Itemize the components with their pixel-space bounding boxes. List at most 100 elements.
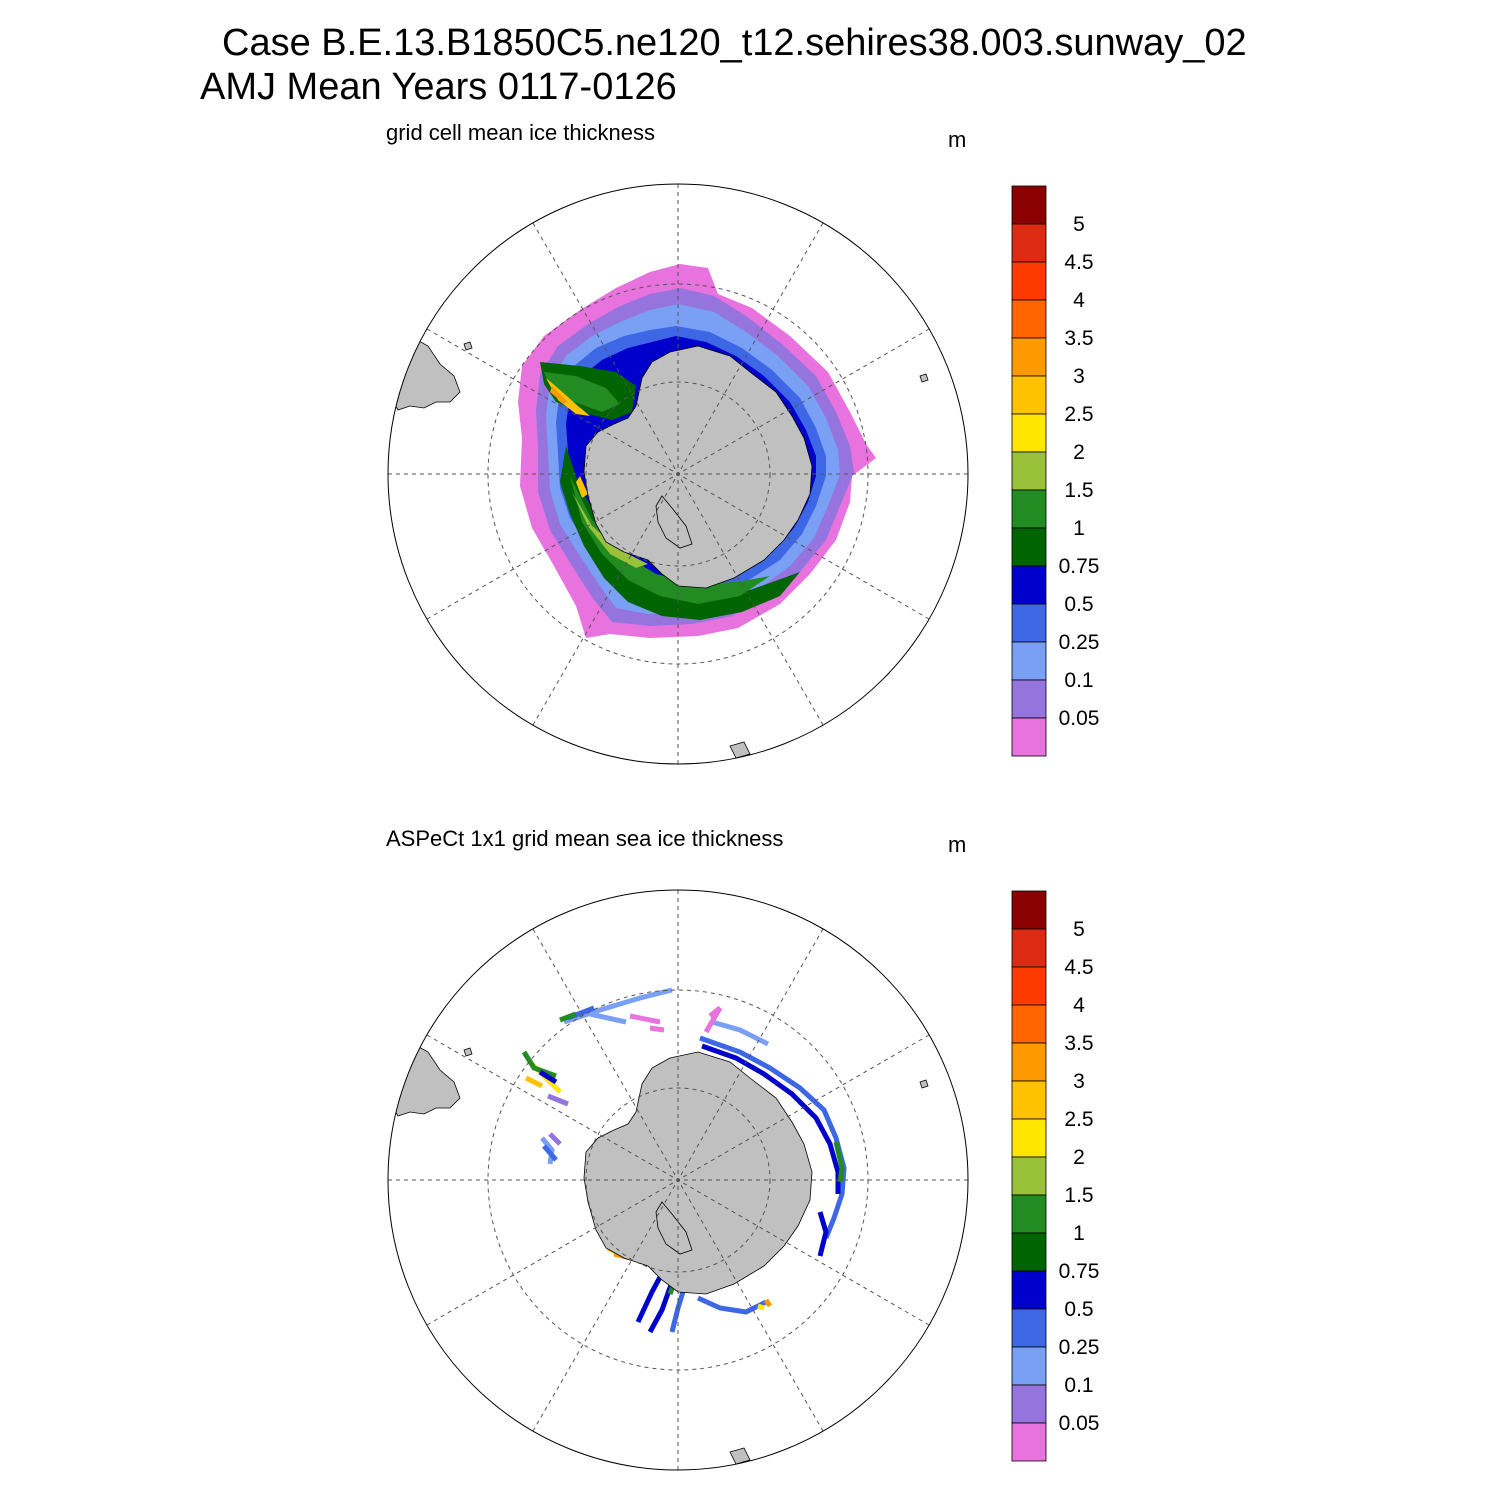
small-island [463,341,473,351]
colorbar-tick-label: 0.5 [1064,593,1093,616]
antarctica-landmass [583,345,813,589]
colorbar-tick-label: 3 [1073,1070,1085,1093]
small-island [463,1047,473,1057]
ship-track [524,1075,544,1089]
colorbar-swatch [1011,1422,1047,1462]
colorbar-swatch [1011,966,1047,1006]
colorbar-tick-label: 0.75 [1059,1260,1100,1283]
colorbar-swatch [1011,489,1047,529]
ship-track [629,1013,661,1025]
colorbar-swatch [1011,527,1047,567]
colorbar-tick-label: 2 [1073,441,1085,464]
panel-1-graticule [388,184,968,764]
small-island [729,1447,751,1465]
panel-1-colorbar: 5 4.5 4 3.5 3 2.5 2 1.5 1 0.75 0.5 0.25 0.1 0.05 [1011,185,1100,757]
colorbar-tick-label: 4.5 [1064,251,1093,274]
ice-contour-3 [550,386,568,404]
ship-track [833,1141,845,1183]
small-island [919,373,929,383]
colorbar-tick-label: 2.5 [1064,1108,1093,1131]
south-america-landmass [389,1041,461,1117]
colorbar-swatch [1011,413,1047,453]
colorbar-tick-label: 5 [1073,918,1085,941]
colorbar-tick-label: 0.5 [1064,1298,1093,1321]
colorbar-swatch [1011,603,1047,643]
ship-track [521,1050,557,1079]
colorbar-tick-label: 1.5 [1064,1184,1093,1207]
colorbar-tick-label: 0.05 [1059,1412,1100,1435]
colorbar-tick-label: 3 [1073,365,1085,388]
colorbar-swatch [1011,1232,1047,1272]
ship-track [696,1295,768,1315]
colorbar-swatch [1011,1118,1047,1158]
panel-1-units: m [948,127,967,152]
colorbar-tick-label: 4 [1073,289,1085,312]
ship-track [589,1011,627,1025]
colorbar-swatch [1011,679,1047,719]
colorbar-swatch [1011,717,1047,757]
ship-track [547,1093,569,1107]
figure-title-line-1: Case B.E.13.B1850C5.ne120_t12.sehires38.… [222,22,1247,64]
ship-track [540,1136,555,1165]
ship-track [542,1144,558,1162]
ship-track [757,1303,765,1311]
panel-2-title: ASPeCt 1x1 grid mean sea ice thickness [386,826,784,851]
panel-1-continents [389,335,929,759]
figure-title-line-2: AMJ Mean Years 0117-0126 [200,66,677,108]
small-island [729,741,751,759]
ship-track [703,1006,723,1034]
colorbar-swatch [1011,223,1047,263]
panel-2-colorbar: 5 4.5 4 3.5 3 2.5 2 1.5 1 0.75 0.5 0.25 0.1 0.05 [1011,890,1100,1462]
colorbar-tick-label: 1.5 [1064,479,1093,502]
small-island [919,1079,929,1089]
colorbar-swatch [1011,337,1047,377]
colorbar-tick-label: 2.5 [1064,403,1093,426]
panel-2-graticule [388,890,968,1470]
colorbar-tick-label: 3.5 [1064,327,1093,350]
panel-2-units: m [948,832,967,857]
ship-track [701,1043,841,1194]
colorbar-swatch [1011,1270,1047,1310]
ship-track [817,1211,829,1257]
colorbar-swatch [1011,890,1047,930]
colorbar-swatch [1011,185,1047,225]
colorbar-swatch [1011,1308,1047,1348]
colorbar-tick-label: 4 [1073,994,1085,1017]
colorbar-swatch [1011,451,1047,491]
antarctica-landmass [583,1051,813,1295]
colorbar-tick-label: 1 [1073,1222,1085,1245]
colorbar-swatch [1011,1080,1047,1120]
ship-track [538,1069,558,1085]
colorbar-swatch [1011,641,1047,681]
colorbar-tick-label: 4.5 [1064,956,1093,979]
colorbar-swatch [1011,1384,1047,1424]
ship-track [699,1035,847,1239]
colorbar-tick-label: 0.75 [1059,555,1100,578]
colorbar-tick-label: 5 [1073,213,1085,236]
ship-track [548,1132,562,1146]
colorbar-swatch [1011,261,1047,301]
panel-1-title: grid cell mean ice thickness [386,120,656,145]
ice-contour-2.5 [546,378,590,498]
panel-1-map-border [387,183,969,765]
ice-contour-2 [572,492,648,568]
colorbar-swatch [1011,928,1047,968]
colorbar-tick-label: 0.25 [1059,631,1100,654]
ship-track [763,1298,773,1308]
ship-track [649,1025,665,1033]
ship-track [559,1011,577,1023]
panel-2-polar-map [387,889,969,1471]
colorbar-swatch [1011,565,1047,605]
colorbar-swatch [1011,375,1047,415]
panel-1-polar-map [387,183,969,765]
panel-2-map-border [387,889,969,1471]
colorbar-swatch [1011,1042,1047,1082]
ice-contour-1.5 [544,372,770,604]
colorbar-tick-label: 2 [1073,1146,1085,1169]
colorbar-swatch [1011,1156,1047,1196]
colorbar-tick-label: 3.5 [1064,1032,1093,1055]
colorbar-tick-label: 0.1 [1064,669,1093,692]
colorbar-swatch [1011,299,1047,339]
colorbar-tick-label: 1 [1073,517,1085,540]
colorbar-swatch [1011,1194,1047,1234]
